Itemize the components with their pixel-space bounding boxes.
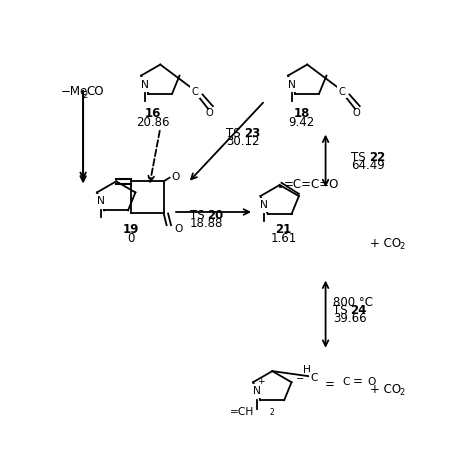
Text: TS: TS bbox=[333, 304, 347, 317]
Text: 2: 2 bbox=[400, 242, 405, 251]
Text: 800 °C: 800 °C bbox=[333, 296, 373, 309]
Text: N: N bbox=[141, 80, 149, 90]
Text: 23: 23 bbox=[244, 127, 260, 140]
Text: 0: 0 bbox=[127, 232, 135, 245]
Text: 1.61: 1.61 bbox=[270, 232, 296, 245]
Text: C: C bbox=[311, 373, 319, 383]
Text: C: C bbox=[342, 377, 349, 387]
Text: TS: TS bbox=[190, 209, 204, 222]
Text: =CH: =CH bbox=[230, 407, 255, 417]
Text: N: N bbox=[253, 386, 261, 396]
Text: 20: 20 bbox=[207, 209, 224, 222]
Text: 24: 24 bbox=[351, 304, 367, 317]
Text: C: C bbox=[191, 87, 199, 97]
Text: =C=C=O: =C=C=O bbox=[283, 179, 339, 191]
Text: −Me: −Me bbox=[61, 85, 88, 98]
Text: C: C bbox=[338, 87, 346, 97]
Text: 16: 16 bbox=[145, 107, 161, 120]
Text: 18.88: 18.88 bbox=[190, 217, 223, 230]
Text: 64.49: 64.49 bbox=[351, 159, 385, 172]
Text: TS: TS bbox=[351, 151, 366, 164]
Text: O: O bbox=[171, 172, 180, 182]
Text: O: O bbox=[367, 377, 376, 387]
Text: O: O bbox=[206, 109, 214, 118]
Text: + CO: + CO bbox=[370, 383, 401, 395]
Text: N: N bbox=[288, 80, 296, 90]
Text: N: N bbox=[260, 200, 268, 210]
Text: O: O bbox=[174, 224, 182, 234]
Text: 2: 2 bbox=[83, 91, 88, 100]
Text: 18: 18 bbox=[293, 107, 310, 120]
Text: O: O bbox=[353, 109, 361, 118]
Text: =: = bbox=[353, 375, 363, 388]
Text: −: − bbox=[296, 374, 304, 384]
Text: 21: 21 bbox=[275, 223, 292, 236]
Text: 9.42: 9.42 bbox=[289, 116, 315, 129]
Text: +: + bbox=[257, 377, 265, 386]
Text: 30.12: 30.12 bbox=[227, 135, 260, 148]
Text: CO: CO bbox=[86, 85, 103, 98]
Text: 20.86: 20.86 bbox=[136, 116, 170, 129]
Text: =: = bbox=[324, 378, 334, 391]
Text: TS: TS bbox=[227, 127, 241, 140]
Text: 2: 2 bbox=[270, 408, 274, 417]
Text: 39.66: 39.66 bbox=[333, 312, 366, 325]
Text: 22: 22 bbox=[369, 151, 385, 164]
Text: N: N bbox=[97, 196, 105, 206]
Text: + CO: + CO bbox=[370, 237, 401, 249]
Text: 2: 2 bbox=[400, 388, 405, 397]
Text: H: H bbox=[303, 365, 311, 375]
Text: 19: 19 bbox=[123, 223, 139, 236]
